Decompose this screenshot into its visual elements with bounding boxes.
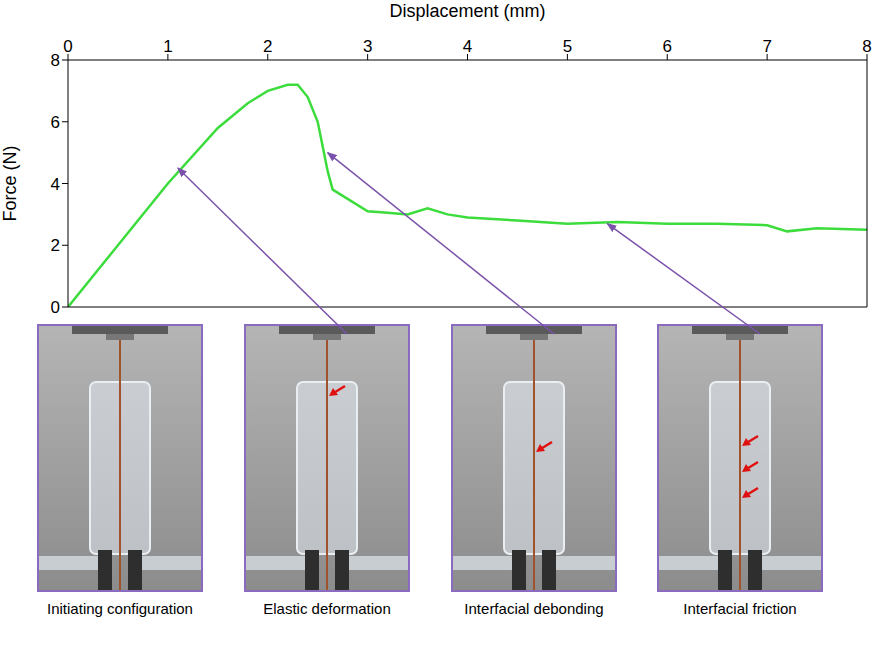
svg-text:Displacement (mm): Displacement (mm) <box>389 1 545 21</box>
svg-text:8: 8 <box>862 37 871 56</box>
svg-text:0: 0 <box>63 37 72 56</box>
svg-text:6: 6 <box>663 37 672 56</box>
html-text:Elastic deformation: Elastic deformation <box>263 600 391 617</box>
svg-text:3: 3 <box>363 37 372 56</box>
html-text:Interfacial friction: Interfacial friction <box>683 600 797 617</box>
svg-text:4: 4 <box>51 175 60 194</box>
svg-text:2: 2 <box>51 236 60 255</box>
svg-text:0: 0 <box>51 298 60 317</box>
svg-text:2: 2 <box>263 37 272 56</box>
svg-text:6: 6 <box>51 113 60 132</box>
svg-text:8: 8 <box>51 51 60 70</box>
svg-text:5: 5 <box>563 37 572 56</box>
html-text:Interfacial debonding: Interfacial debonding <box>464 600 604 617</box>
svg-text:Force (N): Force (N) <box>0 146 20 222</box>
svg-text:7: 7 <box>762 37 771 56</box>
svg-text:4: 4 <box>463 37 472 56</box>
html-text:Initiating configuration: Initiating configuration <box>47 600 193 617</box>
svg-text:1: 1 <box>163 37 172 56</box>
